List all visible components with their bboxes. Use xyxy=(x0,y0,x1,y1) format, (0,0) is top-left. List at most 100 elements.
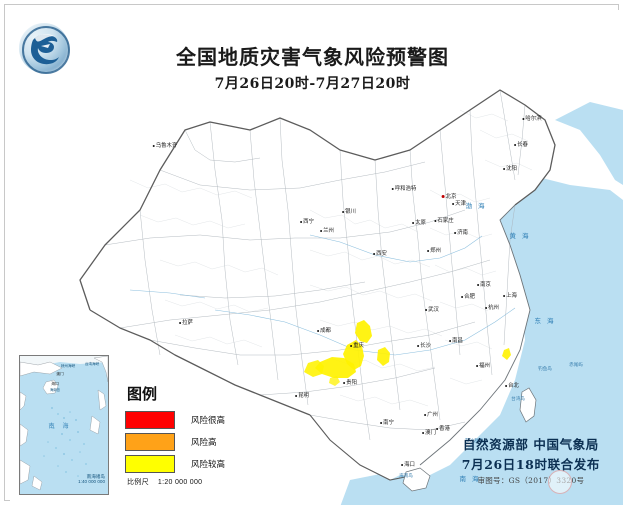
publisher-agencies: 自然资源部 中国气象局 xyxy=(462,437,599,452)
city-label: 长春 xyxy=(514,140,528,148)
risk-zone-layer xyxy=(304,320,511,386)
city-marker-icon xyxy=(503,294,506,297)
sea-label: 渤 海 xyxy=(465,202,487,210)
city-label: 天津 xyxy=(452,199,466,207)
page-title: 全国地质灾害气象风险预警图 xyxy=(176,45,449,69)
city-label: 上海 xyxy=(503,291,517,299)
city-name: 南京 xyxy=(480,282,491,288)
city-label: 石家庄 xyxy=(434,216,454,224)
city-name: 呼和浩特 xyxy=(394,186,417,192)
legend-label-fairly-high: 风险较高 xyxy=(191,460,226,470)
city-name: 广州 xyxy=(427,412,438,418)
city-marker-icon xyxy=(522,117,525,120)
island-label: 海南岛 xyxy=(399,473,413,478)
city-name: 台北 xyxy=(508,383,519,389)
dragon-icon xyxy=(31,34,59,65)
city-label: 哈尔滨 xyxy=(522,114,542,122)
logo-inner-ring xyxy=(22,26,70,74)
city-marker-icon xyxy=(449,339,452,342)
city-name: 沈阳 xyxy=(506,166,517,172)
city-label: 济南 xyxy=(454,228,468,236)
city-label: 重庆 xyxy=(350,341,364,349)
inset-map-caption: 南海诸岛 1:40 000 000 xyxy=(78,474,105,485)
city-marker-icon xyxy=(179,321,182,324)
city-label: 长沙 xyxy=(417,341,431,349)
city-name: 南宁 xyxy=(383,420,394,426)
city-marker-icon xyxy=(505,384,508,387)
city-name: 西宁 xyxy=(303,219,314,225)
city-label: 福州 xyxy=(476,361,490,369)
city-label: 沈阳 xyxy=(503,164,517,172)
city-label: 贵阳 xyxy=(343,378,357,386)
city-name: 武汉 xyxy=(428,307,439,313)
city-label: 拉萨 xyxy=(179,318,193,326)
city-name: 香港 xyxy=(439,426,450,432)
island-label: 钓鱼岛 xyxy=(538,366,552,371)
legend-panel: 图例 风险很高 风险高 风险较高 比例尺 1:20 000 000 xyxy=(125,383,305,503)
publisher-release-time: 7月26日18时联合发布 xyxy=(461,457,600,472)
svg-text:澳门: 澳门 xyxy=(56,371,64,376)
sea-label: 东 海 xyxy=(534,317,556,325)
city-marker-icon xyxy=(300,220,303,223)
svg-text:海口: 海口 xyxy=(51,381,59,386)
city-name: 石家庄 xyxy=(437,218,454,224)
city-label: 武汉 xyxy=(425,305,439,313)
china-meteorological-administration-logo xyxy=(17,21,71,75)
city-name: 西安 xyxy=(376,251,387,257)
city-marker-icon xyxy=(391,187,394,190)
city-label: 澳门 xyxy=(422,428,436,436)
city-marker-icon xyxy=(373,252,376,255)
city-marker-icon xyxy=(477,283,480,286)
city-name: 长沙 xyxy=(420,343,431,349)
city-name: 哈尔滨 xyxy=(525,116,542,122)
svg-text:海南岛: 海南岛 xyxy=(50,387,61,392)
city-label: 昆明 xyxy=(295,391,309,399)
city-marker-icon xyxy=(427,249,430,252)
city-marker-icon xyxy=(380,421,383,424)
city-label: 南京 xyxy=(477,280,491,288)
inset-scale: 1:40 000 000 xyxy=(78,479,105,485)
city-marker-icon xyxy=(401,463,404,466)
legend-label-very-high: 风险很高 xyxy=(191,416,226,426)
city-marker-icon xyxy=(436,427,439,430)
city-label: 广州 xyxy=(424,410,438,418)
city-label: 台北 xyxy=(505,381,519,389)
scale-value: 1:20 000 000 xyxy=(157,479,203,486)
legend-item-high: 风险高 xyxy=(125,433,305,451)
city-name: 乌鲁木齐 xyxy=(155,143,178,149)
city-label: 呼和浩特 xyxy=(391,184,417,192)
legend-item-fairly-high: 风险较高 xyxy=(125,455,305,473)
city-label: 兰州 xyxy=(320,226,334,234)
city-marker-icon xyxy=(152,144,155,147)
publisher-block: 自然资源部 中国气象局 7月26日18时联合发布 审图号：GS（2017）332… xyxy=(462,434,600,486)
city-name: 福州 xyxy=(479,363,490,369)
city-label: 太原 xyxy=(412,218,426,226)
city-marker-icon xyxy=(424,413,427,416)
city-marker-icon xyxy=(454,231,457,234)
city-marker-icon xyxy=(514,143,517,146)
city-marker-icon xyxy=(476,364,479,367)
map-canvas xyxy=(10,10,623,505)
sea-label: 黄 海 xyxy=(509,232,531,240)
svg-text:琼州海峡: 琼州海峡 xyxy=(61,363,76,368)
city-name: 南昌 xyxy=(452,338,463,344)
city-name: 太原 xyxy=(415,220,426,226)
city-label: 银川 xyxy=(342,207,356,215)
city-marker-icon xyxy=(412,221,415,224)
city-label: 海口 xyxy=(401,460,415,468)
city-label: 香港 xyxy=(436,424,450,432)
city-name: 北京 xyxy=(445,194,457,200)
sea-label: 南 海 xyxy=(459,475,481,483)
city-name: 拉萨 xyxy=(182,320,193,326)
city-name: 合肥 xyxy=(464,294,475,300)
city-marker-icon xyxy=(422,431,425,434)
legend-label-high: 风险高 xyxy=(191,438,217,448)
city-marker-icon xyxy=(485,306,488,309)
city-name: 澳门 xyxy=(425,430,436,436)
city-name: 贵阳 xyxy=(346,380,357,386)
city-marker-icon xyxy=(461,295,464,298)
city-marker-icon xyxy=(295,394,298,397)
legend-swatch-very-high xyxy=(125,411,175,429)
south-china-sea-inset-map: 南 海 琼州海峡 台湾海峡 澳门 海口 海南岛 南海诸岛 1:40 000 00… xyxy=(19,355,109,495)
